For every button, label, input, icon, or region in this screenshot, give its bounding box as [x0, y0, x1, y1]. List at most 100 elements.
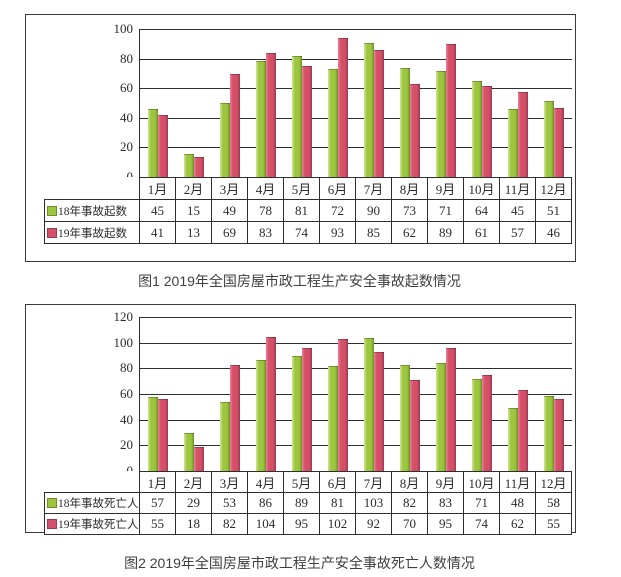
- gridline: [140, 343, 572, 344]
- value-cell: 95: [427, 513, 464, 535]
- value-cell: 69: [211, 221, 248, 244]
- month-header-cell: 12月: [535, 471, 572, 493]
- bar: [194, 447, 204, 471]
- month-header-cell: 1月: [139, 177, 176, 200]
- legend-swatch-icon: [47, 227, 57, 238]
- bar: [338, 339, 348, 471]
- bar: [482, 86, 492, 177]
- data-table: 1月2月3月4月5月6月7月8月9月10月11月12月18年事故死亡人数5729…: [44, 471, 572, 535]
- bar: [446, 44, 456, 177]
- bar: [158, 115, 168, 177]
- plot-area: [139, 29, 572, 177]
- chart-box-1: 1008060402001月2月3月4月5月6月7月8月9月10月11月12月1…: [25, 14, 576, 262]
- bar: [364, 43, 374, 177]
- gridline: [140, 147, 572, 148]
- value-cell: 64: [463, 199, 500, 222]
- y-tick-label: 80: [120, 360, 133, 376]
- value-cell: 58: [535, 492, 572, 514]
- gridline: [140, 420, 572, 421]
- month-header-row: 1月 2月 3月 4月 5月 6月 7月 8月 9月 10月 11月 12月: [45, 177, 572, 200]
- value-cell: 89: [283, 492, 320, 514]
- chart1-caption: 图1 2019年全国房屋市政工程生产安全事故起数情况: [138, 273, 461, 289]
- value-cell: 57: [139, 492, 176, 514]
- bar: [230, 365, 240, 471]
- bar: [544, 101, 554, 177]
- y-tick-label: 100: [113, 334, 134, 350]
- y-tick-label: 0: [93, 170, 134, 184]
- value-cell: 85: [355, 221, 392, 244]
- month-header-cell: 9月: [427, 471, 464, 493]
- bar: [256, 360, 266, 471]
- y-tick-label: 80: [120, 50, 133, 66]
- value-cell: 81: [319, 492, 356, 514]
- gridline: [140, 29, 572, 30]
- gridline: [140, 88, 572, 89]
- value-cell: 55: [535, 513, 572, 535]
- legend-label: 18年事故起数: [58, 205, 127, 218]
- y-tick-label: 60: [120, 386, 133, 401]
- value-cell: 71: [463, 492, 500, 514]
- bar: [256, 61, 266, 177]
- y-tick-label: 20: [120, 437, 133, 453]
- series-row: 18年事故死亡人数5729538689811038283714858: [44, 492, 572, 514]
- value-cell: 104: [247, 513, 284, 535]
- chart2-caption: 图2 2019年全国房屋市政工程生产安全事故死亡人数情况: [124, 555, 475, 571]
- value-cell: 78: [247, 199, 284, 222]
- legend-label: 19年事故死亡人数: [58, 519, 139, 531]
- value-cell: 73: [391, 199, 428, 222]
- bar: [436, 363, 446, 471]
- month-header-cell: 4月: [247, 471, 284, 493]
- bar: [544, 396, 554, 471]
- bar: [266, 337, 276, 471]
- value-cell: 71: [427, 199, 464, 222]
- month-header-cell: 2月: [175, 177, 212, 200]
- month-header-cell: 4月: [247, 177, 284, 200]
- bar: [508, 408, 518, 471]
- bar: [400, 68, 410, 177]
- value-cell: 18: [175, 513, 212, 535]
- gridline: [140, 394, 572, 395]
- month-header-cell: 8月: [391, 177, 428, 200]
- month-header-cell: 12月: [535, 177, 572, 200]
- bar: [410, 84, 420, 177]
- bar: [328, 366, 338, 471]
- y-tick-label: 60: [120, 80, 133, 96]
- month-header-cell: 3月: [211, 177, 248, 200]
- y-tick-label: 0: [93, 464, 134, 478]
- value-cell: 53: [211, 492, 248, 514]
- value-cell: 70: [391, 513, 428, 535]
- month-header-cell: 7月: [355, 471, 392, 493]
- value-cell: 86: [247, 492, 284, 514]
- legend-label: 18年事故死亡人数: [58, 498, 139, 510]
- bar: [148, 109, 158, 177]
- y-tick-label: 40: [120, 109, 133, 125]
- legend-label: 19年事故起数: [58, 227, 127, 240]
- legend-cell: 19年事故死亡人数: [44, 513, 140, 535]
- value-cell: 74: [463, 513, 500, 535]
- bar: [338, 38, 348, 177]
- month-header-cell: 1月: [139, 471, 176, 493]
- legend-cell: 18年事故起数: [44, 199, 140, 222]
- value-cell: 81: [283, 199, 320, 222]
- legend-cell: 19年事故起数: [44, 221, 140, 244]
- value-cell: 93: [319, 221, 356, 244]
- y-tick-label: 20: [120, 139, 133, 155]
- bar: [328, 69, 338, 177]
- bar: [446, 348, 456, 471]
- bar: [400, 365, 410, 471]
- gridline: [140, 317, 572, 318]
- gridline: [140, 118, 572, 119]
- value-cell: 51: [535, 199, 572, 222]
- bar: [302, 348, 312, 471]
- bar: [220, 103, 230, 177]
- value-cell: 83: [247, 221, 284, 244]
- gridline: [140, 368, 572, 369]
- value-cell: 13: [175, 221, 212, 244]
- month-header-cell: 11月: [499, 177, 536, 200]
- bar: [518, 92, 528, 177]
- month-header-cell: 6月: [319, 471, 356, 493]
- legend-swatch-icon: [47, 205, 57, 216]
- bar: [472, 81, 482, 177]
- legend-cell: 18年事故死亡人数: [44, 492, 140, 514]
